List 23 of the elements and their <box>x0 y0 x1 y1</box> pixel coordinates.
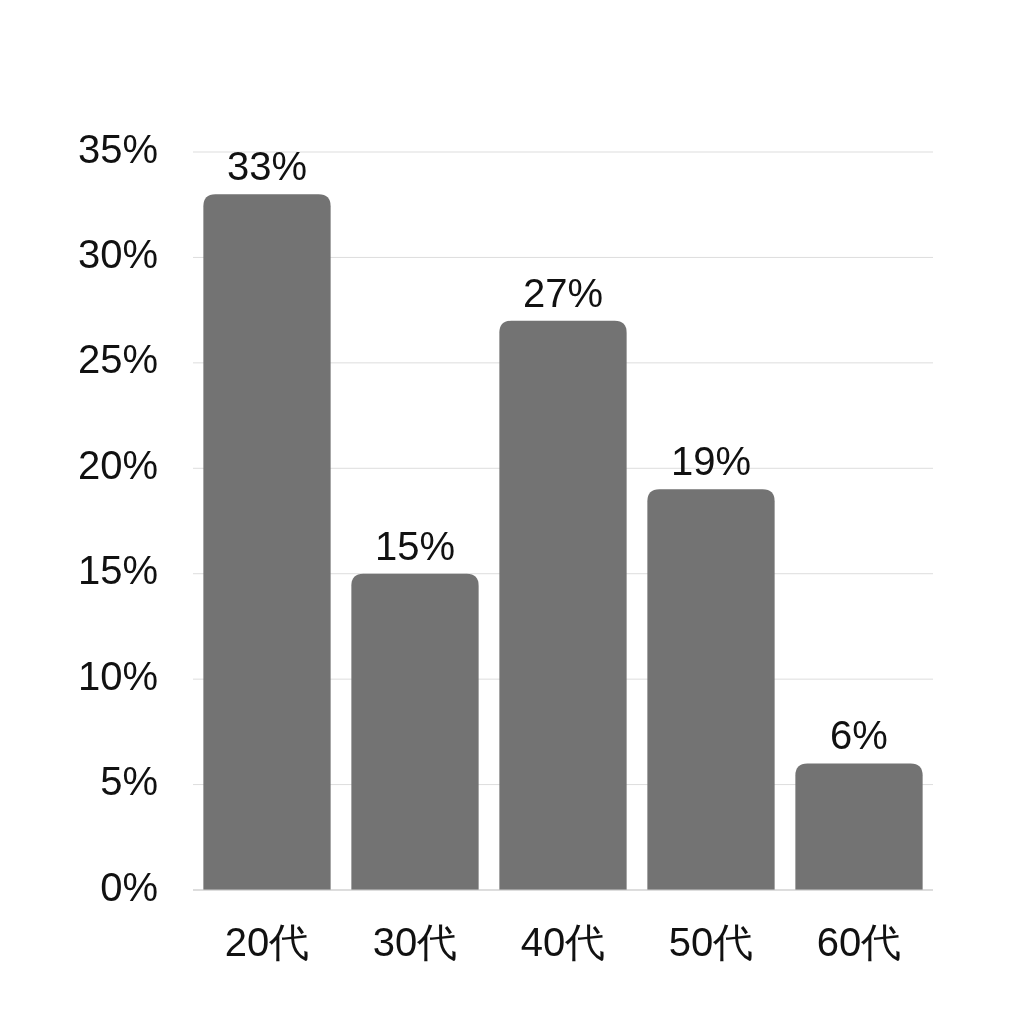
bar <box>647 489 775 890</box>
y-tick-label: 5% <box>100 759 158 804</box>
x-tick-label: 30代 <box>372 920 458 964</box>
data-label: 33% <box>226 144 308 189</box>
x-tick-label: 40代 <box>520 920 606 964</box>
y-tick-label: 10% <box>77 653 158 698</box>
y-tick-label: 30% <box>77 231 158 276</box>
bar <box>203 194 331 890</box>
y-tick-label: 25% <box>77 337 158 382</box>
data-label: 19% <box>670 439 752 484</box>
data-label: 6% <box>830 713 888 758</box>
data-label: 15% <box>374 523 456 568</box>
y-tick-label: 35% <box>77 126 158 171</box>
x-tick-label: 20代 <box>224 920 310 964</box>
bar <box>795 763 923 890</box>
x-tick-label: 60代 <box>816 920 902 964</box>
bar <box>499 320 627 890</box>
y-tick-label: 20% <box>77 442 158 487</box>
y-tick-label: 0% <box>100 864 158 909</box>
data-label: 27% <box>522 270 604 315</box>
x-tick-label: 50代 <box>668 920 754 964</box>
bar <box>351 573 479 890</box>
y-tick-label: 15% <box>77 548 158 593</box>
